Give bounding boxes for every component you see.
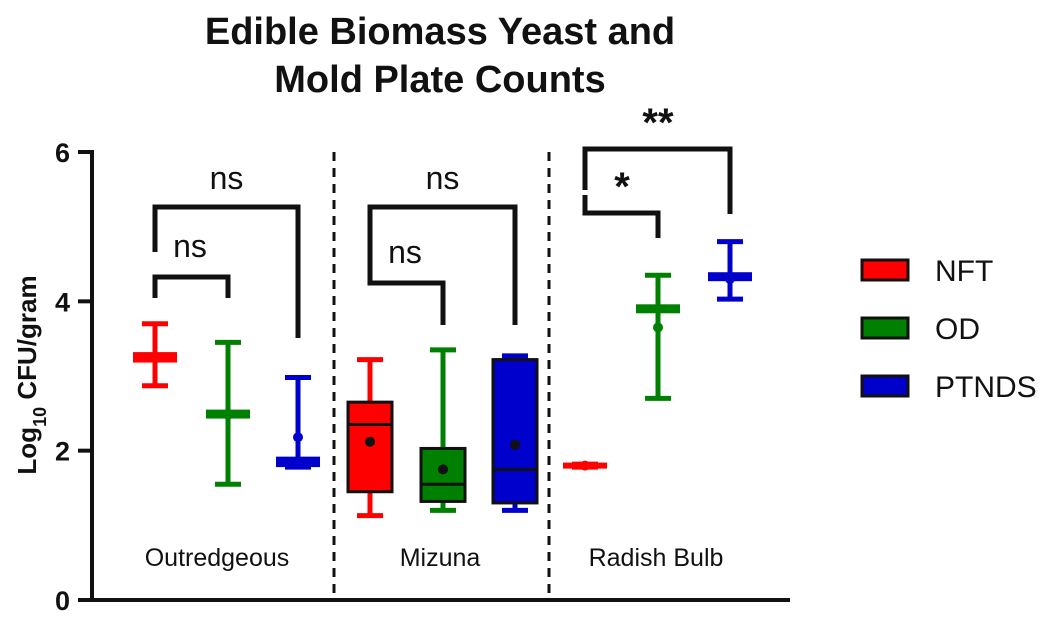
significance-label: ns — [210, 160, 244, 196]
group-label: Radish Bulb — [589, 544, 724, 572]
significance-label: ns — [426, 160, 460, 196]
group-label: Mizuna — [400, 544, 481, 572]
box-outredgeous-ptnds — [276, 374, 320, 470]
box-outredgeous-nft — [133, 321, 177, 389]
significance-label: ns — [388, 234, 422, 270]
mean-marker — [653, 322, 663, 333]
bracket-line — [152, 204, 301, 338]
y-axis-label: Log10 CFU/gram — [12, 275, 50, 474]
comparison-bracket: ns — [367, 234, 446, 325]
legend-item: PTNDS — [860, 371, 1037, 404]
legend: NFT OD PTNDS — [860, 255, 1037, 404]
bracket-line — [152, 274, 231, 298]
mean-marker — [438, 464, 448, 475]
box-radish-bulb-nft — [563, 460, 607, 471]
box-iqr — [346, 400, 394, 494]
y-tick-label: 2 — [55, 437, 70, 467]
mean-marker — [150, 352, 160, 363]
mean-marker — [510, 439, 520, 450]
box-outredgeous-od — [206, 339, 250, 487]
y-tick-label: 0 — [55, 586, 70, 616]
group-label: Outredgeous — [145, 544, 290, 572]
box-radish-bulb-od — [636, 272, 680, 401]
legend-label: PTNDS — [935, 371, 1037, 404]
chart-title-line-2: Mold Plate Counts — [274, 59, 605, 101]
comparison-bracket: ns — [367, 160, 518, 325]
y-axis-label-unit: CFU/gram — [12, 275, 42, 406]
group-labels: Outredgeous Mizuna Radish Bulb — [145, 544, 724, 572]
significance-label: * — [614, 165, 630, 209]
box-iqr — [491, 358, 539, 505]
bracket-line — [582, 195, 661, 238]
comparison-bracket: ** — [582, 101, 733, 214]
box-iqr — [636, 304, 680, 314]
y-axis-label-main: Log — [12, 427, 42, 475]
box-radish-bulb-ptnds — [708, 239, 752, 302]
comparison-bracket: ns — [152, 160, 301, 338]
comparison-bracket: * — [582, 165, 661, 238]
comparison-bracket: ns — [152, 228, 231, 298]
box-series — [133, 239, 752, 519]
legend-swatch — [860, 316, 910, 340]
legend-label: NFT — [935, 255, 993, 288]
y-tick-label: 6 — [55, 138, 70, 168]
legend-swatch — [860, 258, 910, 282]
mean-marker — [293, 432, 303, 443]
bracket-line — [367, 204, 518, 325]
significance-label: ** — [642, 101, 674, 145]
box-iqr — [276, 456, 320, 468]
box-mizuna-ptnds — [491, 353, 539, 513]
axes: 0 2 4 6 — [55, 138, 790, 616]
mean-marker — [223, 409, 233, 420]
mean-marker — [580, 460, 590, 471]
legend-item: OD — [860, 313, 980, 346]
y-axis-label-subscript: 10 — [30, 407, 50, 427]
box-mizuna-nft — [346, 357, 394, 519]
bracket-line — [367, 265, 446, 325]
legend-swatch — [860, 374, 910, 398]
box-iqr — [419, 446, 467, 503]
mean-marker — [365, 436, 375, 447]
bracket-line — [582, 146, 733, 214]
significance-label: ns — [173, 228, 207, 264]
box-mizuna-od — [419, 347, 467, 513]
mean-marker — [725, 273, 735, 284]
chart-title-line-1: Edible Biomass Yeast and — [205, 11, 675, 53]
group-separators — [332, 152, 551, 594]
legend-item: NFT — [860, 255, 993, 288]
legend-label: OD — [935, 313, 980, 346]
y-tick-label: 4 — [55, 287, 70, 317]
